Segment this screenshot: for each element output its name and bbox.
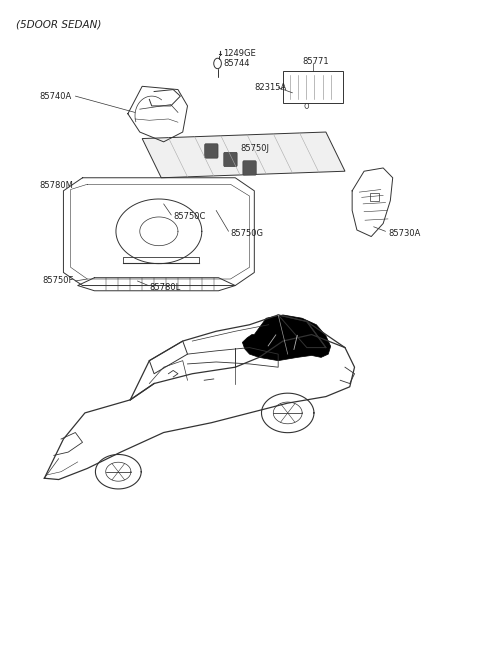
Polygon shape — [242, 315, 331, 361]
Polygon shape — [142, 132, 345, 178]
Text: 85780L: 85780L — [149, 283, 180, 292]
Text: 85740A: 85740A — [39, 92, 72, 100]
Text: 85750G: 85750G — [230, 229, 264, 237]
Text: (5DOOR SEDAN): (5DOOR SEDAN) — [16, 19, 101, 30]
Text: 1249GE: 1249GE — [223, 49, 256, 58]
FancyBboxPatch shape — [204, 144, 218, 158]
Text: 85744: 85744 — [223, 59, 250, 68]
Text: 85750C: 85750C — [173, 213, 205, 222]
Text: 85750F: 85750F — [42, 276, 73, 285]
Text: 85771: 85771 — [302, 57, 329, 66]
FancyBboxPatch shape — [243, 161, 256, 175]
Text: 85780M: 85780M — [39, 181, 73, 190]
Text: 85730A: 85730A — [388, 229, 420, 237]
Text: 85750J: 85750J — [240, 144, 269, 153]
Text: 82315A: 82315A — [254, 83, 287, 92]
FancyBboxPatch shape — [224, 152, 237, 167]
